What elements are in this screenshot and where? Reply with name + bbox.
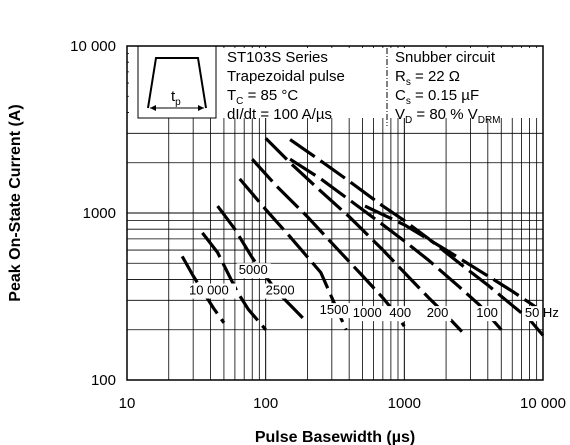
series-title: ST103S Series bbox=[227, 49, 328, 66]
vdrm-subscript: DRM bbox=[478, 115, 501, 126]
curve-label: 1500 bbox=[320, 302, 349, 317]
x-tick-label: 1000 bbox=[388, 395, 421, 412]
x-axis-title: Pulse Basewidth (µs) bbox=[255, 429, 415, 445]
curve-label-background bbox=[424, 306, 452, 322]
x-tick-label: 10 bbox=[119, 395, 136, 412]
tc-subscript: C bbox=[236, 96, 243, 107]
curve-label: 100 bbox=[476, 305, 498, 320]
cs-subscript: s bbox=[406, 96, 411, 107]
plot-frame bbox=[126, 45, 544, 381]
curve-50-hz bbox=[364, 204, 544, 314]
curve-label: 2500 bbox=[266, 283, 295, 298]
curve-400 bbox=[264, 137, 464, 333]
rs-subscript: s bbox=[406, 77, 411, 88]
cs-value: = 0.15 µF bbox=[411, 87, 479, 104]
tp-subscript: p bbox=[175, 97, 181, 108]
didt-text: dI/dt = 100 A/µs bbox=[227, 106, 332, 123]
arrowhead-left-icon bbox=[150, 105, 156, 111]
curve-label: 1000 bbox=[353, 305, 382, 320]
curve-200 bbox=[289, 157, 503, 331]
curve-label-background bbox=[236, 263, 271, 279]
pulse-width-label: tp bbox=[171, 88, 181, 108]
curve-label-background bbox=[474, 306, 501, 322]
tc-value: = 85 °C bbox=[243, 87, 298, 104]
pulse-type-text: Trapezoidal pulse bbox=[227, 68, 345, 85]
pulse-shape-inset bbox=[137, 45, 217, 119]
curve-label: 10 000 bbox=[189, 283, 229, 298]
case-temperature-text: TC = 85 °C bbox=[227, 87, 298, 107]
curve-label-background bbox=[317, 303, 352, 319]
curve-label: 50 Hz bbox=[525, 305, 559, 320]
curve-label-background bbox=[387, 306, 414, 322]
x-tick-label: 10 000 bbox=[520, 395, 566, 412]
tc-main: T bbox=[227, 87, 236, 104]
y-tick-label: 100 bbox=[91, 372, 116, 389]
y-tick-label: 1000 bbox=[83, 205, 116, 222]
rs-main: R bbox=[395, 68, 406, 85]
x-tick-label: 100 bbox=[253, 395, 278, 412]
curve-label: 5000 bbox=[239, 262, 268, 277]
curve-labels: 5000 10 000 2500 1500 1000 400 200 100 50 Hz bbox=[187, 262, 565, 322]
vd-main: V bbox=[395, 106, 405, 123]
rs-value: = 22 Ω bbox=[411, 68, 460, 85]
curve-label-background bbox=[263, 283, 298, 299]
y-axis-title: Peak On-State Current (A) bbox=[7, 104, 24, 301]
y-tick-label: 10 000 bbox=[70, 38, 116, 55]
trapezoid-shape bbox=[147, 57, 207, 109]
curve-label-background bbox=[350, 306, 385, 322]
snubber-resistance-text: Rs = 22 Ω bbox=[395, 68, 460, 88]
tp-main: t bbox=[171, 88, 176, 105]
annotation-layer: ST103S Series Trapezoidal pulse TC = 85 … bbox=[129, 45, 543, 126]
curve-label-background bbox=[187, 283, 237, 299]
vd-subscript: D bbox=[405, 115, 412, 126]
snubber-capacitance-text: Cs = 0.15 µF bbox=[395, 87, 479, 107]
curve-label: 200 bbox=[427, 305, 449, 320]
cs-main: C bbox=[395, 87, 406, 104]
snubber-voltage-text: VD = 80 % VDRM bbox=[395, 106, 501, 126]
curve-5000 bbox=[201, 231, 267, 331]
curve-label: 400 bbox=[389, 305, 411, 320]
curve-100 bbox=[289, 138, 545, 337]
arrowhead-right-icon bbox=[198, 105, 204, 111]
snubber-title: Snubber circuit bbox=[395, 49, 496, 66]
vd-middle: = 80 % V bbox=[412, 106, 477, 123]
